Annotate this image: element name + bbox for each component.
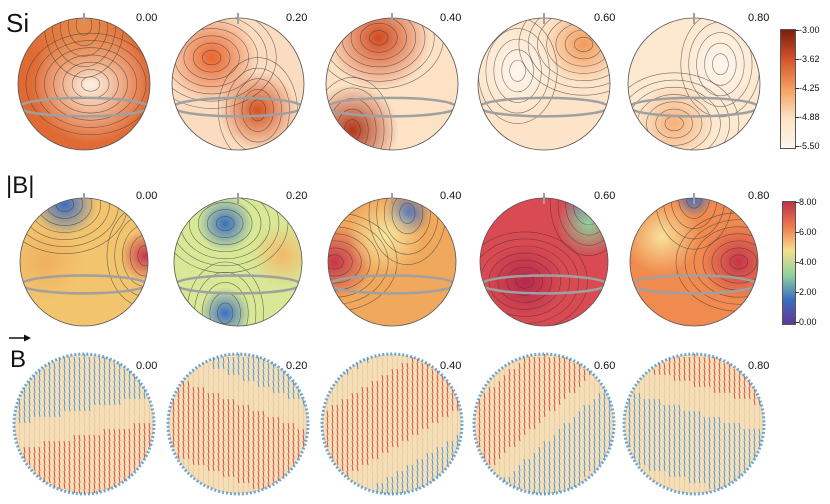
phase-label: 0.20	[286, 190, 308, 202]
sphere-map	[172, 18, 304, 150]
row-title-si: Si	[6, 8, 30, 38]
colorbar-tick: -5.50	[799, 141, 820, 151]
phase-label: 0.60	[594, 190, 616, 202]
phase-label: 0.00	[136, 12, 158, 24]
colorbar-tick: 2.00	[799, 287, 817, 297]
colorbar-tick: -3.62	[799, 54, 820, 64]
phase-label: 0.00	[136, 360, 158, 372]
sphere-map	[326, 18, 458, 150]
sphere-map	[168, 354, 308, 494]
vector-arrow-icon	[9, 334, 31, 342]
colorbar-field	[782, 201, 796, 325]
sphere-map	[480, 198, 608, 326]
phase-label: 0.00	[136, 190, 158, 202]
row-title-b-vector: B	[10, 346, 27, 373]
colorbar-tick: 8.00	[799, 197, 817, 207]
sphere-map	[624, 354, 764, 494]
colorbar-tick: -4.88	[799, 112, 820, 122]
colorbar-tick: -3.00	[799, 25, 820, 35]
sphere-map	[18, 18, 150, 150]
colorbar-tick: 6.00	[799, 227, 817, 237]
phase-label: 0.80	[748, 190, 770, 202]
sphere-map	[478, 18, 610, 150]
sphere-map	[328, 198, 456, 326]
phase-label: 0.40	[440, 360, 462, 372]
phase-label: 0.60	[594, 360, 616, 372]
sphere-map	[14, 354, 154, 494]
sphere-map	[20, 198, 148, 326]
colorbar-tick: 0.00	[799, 317, 817, 327]
phase-label: 0.80	[748, 360, 770, 372]
phase-label: 0.20	[286, 360, 308, 372]
sphere-map	[630, 198, 758, 326]
sphere-map	[628, 18, 760, 150]
phase-label: 0.40	[440, 190, 462, 202]
phase-label: 0.80	[748, 12, 770, 24]
sphere-map	[474, 354, 614, 494]
row-title-absb: |B|	[6, 172, 35, 199]
phase-label: 0.60	[594, 12, 616, 24]
colorbar-si	[780, 29, 796, 149]
phase-label: 0.40	[440, 12, 462, 24]
phase-label: 0.20	[286, 12, 308, 24]
sphere-map	[322, 354, 462, 494]
colorbar-tick: -4.25	[799, 83, 820, 93]
colorbar-tick: 4.00	[799, 257, 817, 267]
